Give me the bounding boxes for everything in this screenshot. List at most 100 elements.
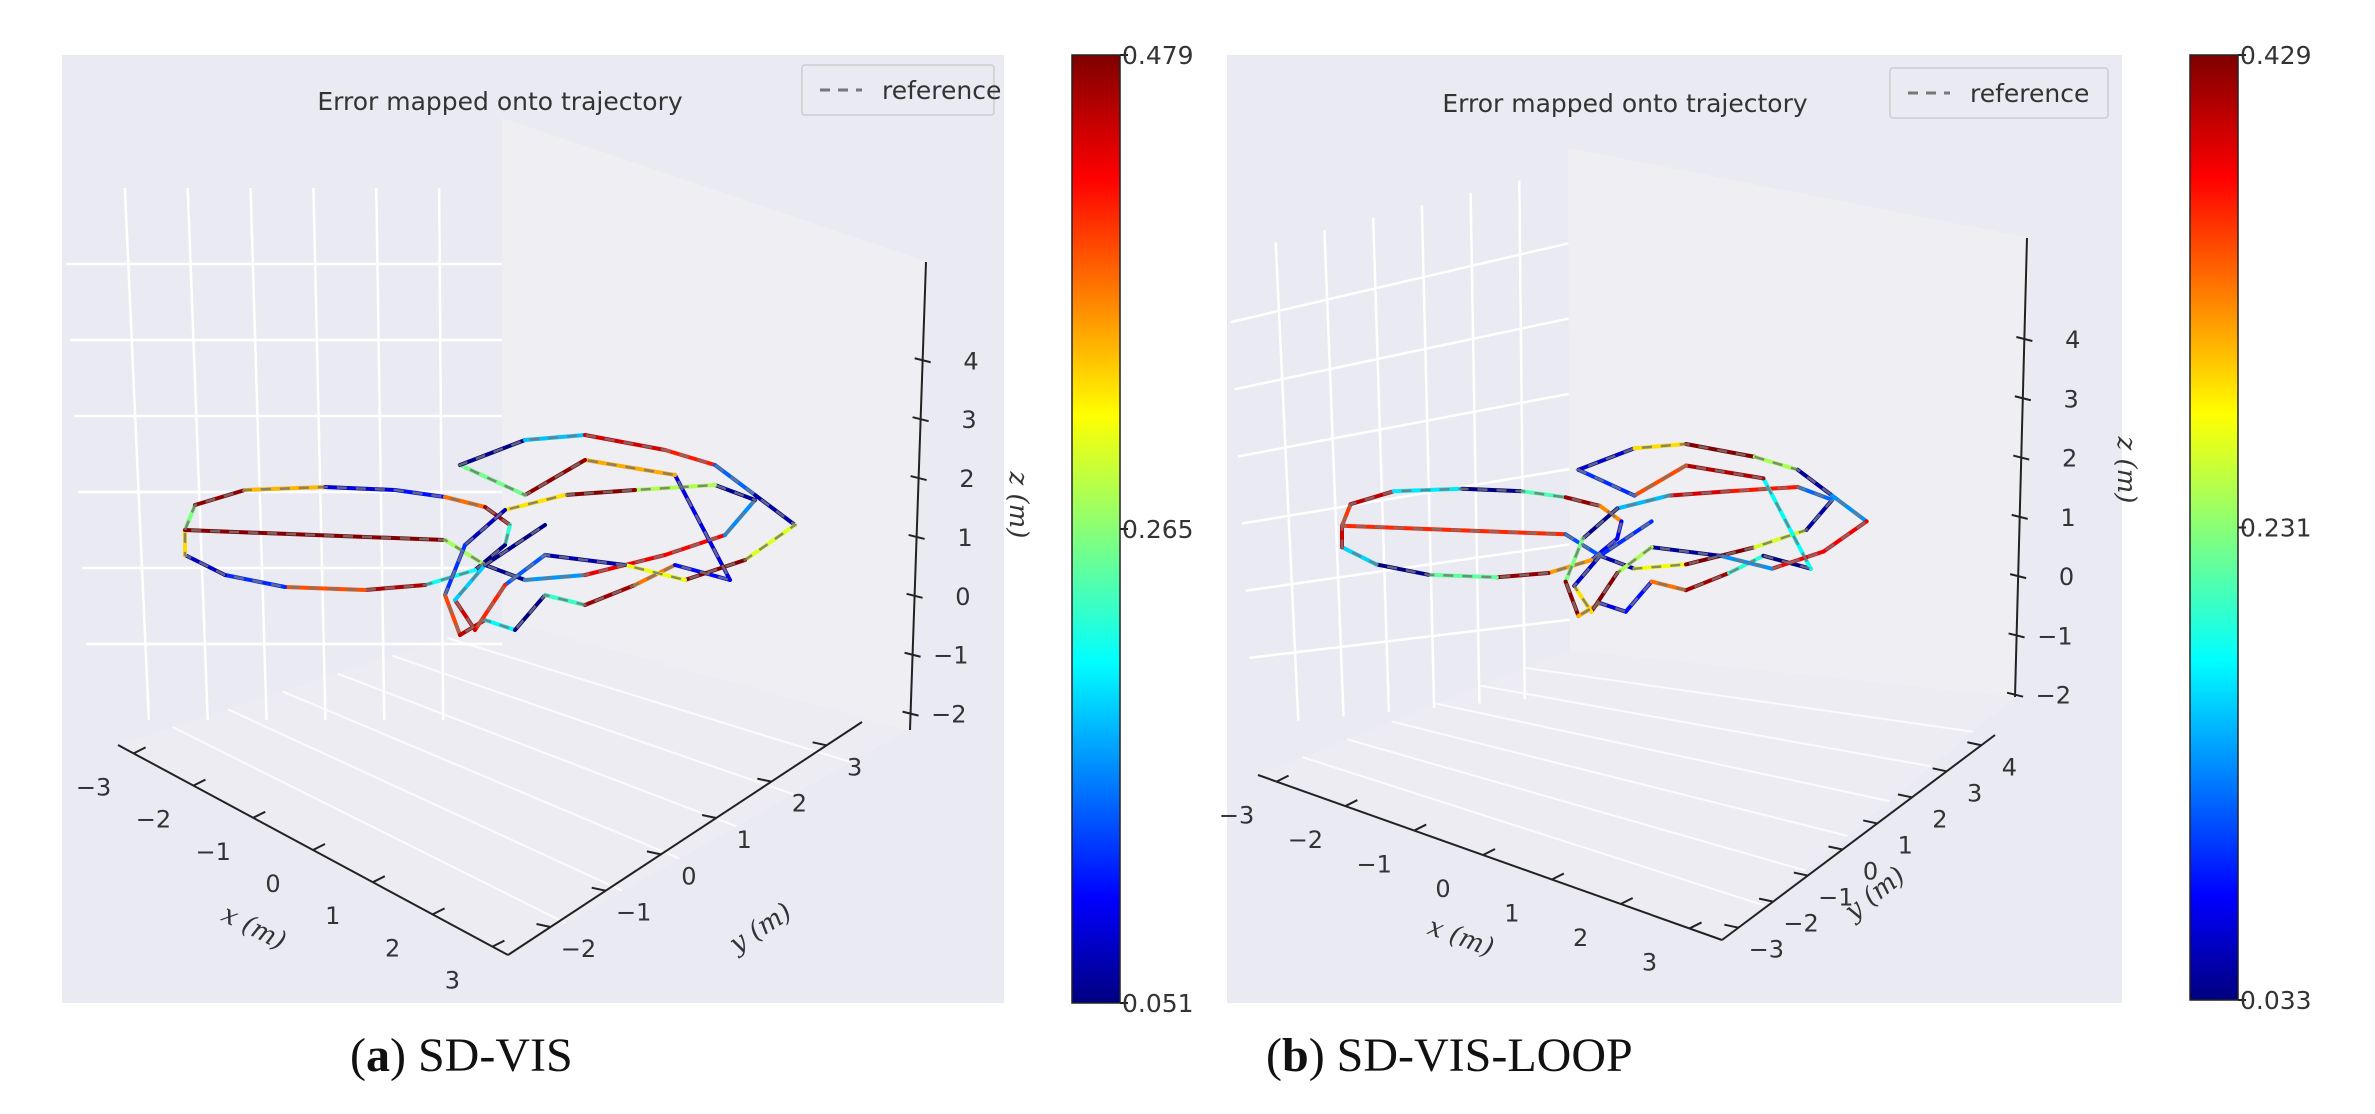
- z-tick-label: −2: [2036, 682, 2071, 710]
- reference-trajectory: [183, 433, 798, 637]
- x-tick-label: −3: [1219, 802, 1254, 830]
- y-tick-label: −3: [1749, 936, 1784, 964]
- z-tick-label: −2: [931, 701, 966, 729]
- y-tick: [1932, 767, 1947, 773]
- grid-line: [227, 708, 623, 892]
- z-tick-label: 0: [955, 583, 970, 611]
- grid-line: [1245, 543, 1570, 592]
- colorbar-max-label: 0.429: [2240, 41, 2312, 70]
- x-tick: [432, 907, 446, 916]
- z-tick: [914, 357, 931, 364]
- grid-line: [1420, 205, 1436, 708]
- trajectory-segment: [1576, 467, 1637, 498]
- trajectory: [183, 433, 798, 637]
- x-tick: [312, 843, 326, 851]
- y-tick: [591, 886, 606, 892]
- z-axis-label: z (m): [2111, 436, 2141, 504]
- caption-a-label: a: [365, 1029, 390, 1082]
- x-tick: [1620, 897, 1634, 905]
- z-tick: [2014, 395, 2032, 402]
- x-tick-label: 3: [1642, 948, 1657, 976]
- z-axis-line: [2014, 237, 2028, 698]
- grid-line: [186, 187, 209, 721]
- z-tick-label: 1: [2060, 504, 2075, 532]
- grid-line: [1234, 317, 1569, 391]
- x-tick-label: −1: [196, 838, 231, 866]
- x-axis-line: [1257, 774, 1723, 941]
- x-tick: [1689, 921, 1702, 930]
- legend-label-reference: reference: [1970, 79, 2089, 108]
- floor-pane: [1258, 650, 2015, 940]
- legend-label-reference: reference: [882, 76, 1001, 105]
- legend-box: [801, 64, 995, 116]
- z-axis-line: [909, 261, 927, 731]
- y-tick-label: 3: [1967, 779, 1982, 807]
- trajectory-segment: [1632, 463, 1688, 498]
- x-tick-label: 1: [1504, 900, 1519, 928]
- back-pane: [502, 118, 928, 730]
- grid-line: [172, 726, 566, 924]
- y-tick: [812, 741, 827, 747]
- grid-line: [1480, 684, 1932, 768]
- grid-line: [1249, 618, 1570, 660]
- x-tick: [1344, 799, 1358, 807]
- trajectory-segment: [743, 523, 797, 562]
- x-tick-label: −2: [136, 806, 171, 834]
- x-tick-label: 0: [265, 870, 280, 898]
- y-tick: [646, 850, 662, 856]
- grid-line: [1525, 666, 1974, 733]
- z-tick: [912, 416, 929, 423]
- z-tick: [2006, 691, 2024, 698]
- z-tick-label: −1: [933, 642, 968, 670]
- y-tick: [536, 923, 551, 929]
- x-tick: [1276, 774, 1290, 783]
- reference-trajectory: [1340, 442, 1869, 618]
- z-tick-label: 3: [2064, 385, 2079, 413]
- colorbar-mid-label: 0.265: [1122, 515, 1194, 544]
- colorbar-max-label: 0.479: [1122, 41, 1194, 70]
- trajectory-segment: [193, 488, 247, 507]
- caption-b-text: SD-VIS-LOOP: [1336, 1029, 1633, 1082]
- x-tick: [133, 746, 147, 755]
- y-tick-label: −2: [561, 935, 596, 963]
- trajectory-segment: [523, 573, 587, 582]
- grid-line: [1518, 180, 1526, 700]
- grid-line: [375, 187, 386, 721]
- x-tick-label: −2: [1288, 826, 1323, 854]
- y-tick-label: −1: [1818, 884, 1853, 912]
- back-pane: [1568, 148, 2030, 697]
- y-tick-label: 4: [2002, 753, 2017, 781]
- y-tick-label: 2: [1932, 805, 1947, 833]
- trajectory-segment: [583, 583, 637, 607]
- z-tick-label: 4: [963, 347, 978, 375]
- z-tick-label: 3: [961, 406, 976, 434]
- legend-box: [1889, 67, 2109, 119]
- grid-line: [1346, 738, 1806, 872]
- y-tick: [1863, 819, 1878, 825]
- caption-a-text: SD-VIS: [417, 1029, 573, 1082]
- y-tick-label: 2: [792, 790, 807, 818]
- z-axis-label: z (m): [1003, 471, 1033, 539]
- y-tick: [1828, 845, 1843, 851]
- z-tick: [904, 651, 921, 658]
- x-tick: [1551, 872, 1565, 881]
- x-tick-label: 3: [445, 967, 460, 995]
- grid-line: [312, 187, 327, 721]
- z-tick-label: 1: [957, 524, 972, 552]
- z-tick: [902, 710, 919, 717]
- x-tick-label: 2: [1573, 924, 1588, 952]
- grid-line: [337, 672, 737, 828]
- x-tick: [491, 939, 505, 948]
- x-tick: [1482, 848, 1496, 856]
- trajectory-segment: [1374, 562, 1430, 577]
- y-tick-label: −1: [616, 899, 651, 927]
- x-tick-label: −1: [1357, 851, 1392, 879]
- y-axis-line: [507, 721, 863, 956]
- x-tick: [252, 810, 266, 819]
- grid-line: [391, 654, 795, 796]
- chart-title: Error mapped onto trajectory: [1442, 89, 1808, 118]
- y-tick: [1793, 871, 1809, 877]
- z-tick: [910, 475, 927, 482]
